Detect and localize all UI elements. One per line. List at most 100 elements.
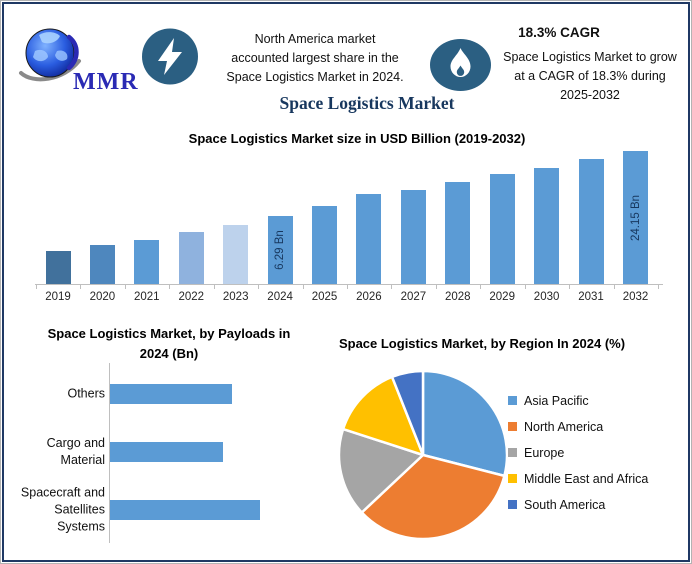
x-tick-label: 2023 <box>222 291 249 303</box>
annual-bar-plot: 2019 2020 2021 2022 2023 2024 6.29 Bn 2025 2026 2… <box>35 127 677 317</box>
x-axis-tick <box>613 285 615 289</box>
payload-category-label: Cargo and Material <box>19 435 105 469</box>
annual-bar <box>400 190 426 284</box>
x-tick-label: 2026 <box>356 291 382 303</box>
payload-category-line: Systems <box>57 519 105 534</box>
highlight-note-left: North America market accounted largest s… <box>199 30 431 87</box>
legend-label: Europe <box>524 445 565 460</box>
region-chart-title: Space Logistics Market, by Region In 202… <box>338 336 626 351</box>
payload-category-line: Cargo and <box>46 436 105 450</box>
legend-item: North America <box>508 418 648 435</box>
payload-category-line: Others <box>67 386 105 401</box>
payloads-chart-title: Space Logistics Market, by Payloads in 2… <box>47 326 291 361</box>
annual-bar <box>178 232 204 284</box>
payloads-chart: Space Logistics Market, by Payloads in 2… <box>19 319 324 551</box>
x-tick-label: 2029 <box>489 291 515 303</box>
legend-swatch <box>508 448 517 457</box>
pie-slice-europe <box>337 427 425 514</box>
flame-badge <box>430 39 491 91</box>
x-axis-tick <box>391 285 393 289</box>
region-legend: Asia Pacific North America Europe Middle Ea… <box>508 392 648 522</box>
x-axis-tick <box>124 285 126 289</box>
region-chart: Space Logistics Market, by Region In 202… <box>331 326 689 561</box>
note-left-line2: accounted largest share in the <box>231 51 399 65</box>
annual-bar <box>89 245 115 284</box>
x-tick-label: 2025 <box>311 291 338 303</box>
note-right-line2: at a CAGR of 18.3% during <box>514 69 666 83</box>
annual-bar <box>489 174 515 284</box>
x-tick-label: 2020 <box>89 291 116 303</box>
lightning-bolt-icon <box>142 28 198 85</box>
legend-item: Europe <box>508 444 648 461</box>
legend-swatch <box>508 500 517 509</box>
x-axis-tick <box>258 285 260 289</box>
globe-icon <box>19 28 81 82</box>
annual-chart-title: Space Logistics Market size in USD Billi… <box>188 131 526 146</box>
pie-slice-middle-east-and-africa <box>341 375 425 457</box>
x-axis-tick <box>213 285 215 289</box>
lightning-badge <box>142 28 198 85</box>
legend-swatch <box>508 422 517 431</box>
note-right-line3: 2025-2032 <box>560 88 620 102</box>
legend-swatch <box>508 396 517 405</box>
flame-icon <box>430 39 491 91</box>
x-axis-tick <box>435 285 437 289</box>
x-tick-label: 2022 <box>178 291 205 303</box>
bar-value-label: 6.29 Bn <box>274 230 287 270</box>
legend-item: South America <box>508 496 648 513</box>
annual-bar <box>267 216 293 284</box>
x-tick-label: 2024 <box>267 291 293 303</box>
cagr-headline: 18.3% CAGR <box>518 25 600 40</box>
pie-slice-south-america <box>390 369 425 457</box>
x-tick-label: 2028 <box>445 291 471 303</box>
annual-bar <box>134 240 160 284</box>
legend-label: South America <box>524 497 606 512</box>
payload-category-line: Satellites <box>54 502 105 517</box>
x-axis-tick <box>302 285 304 289</box>
payload-category-line: Spacecraft and <box>20 485 105 500</box>
payload-category-label: Spacecraft and Satellites Systems <box>19 485 105 536</box>
payload-category-label: Others <box>19 386 105 403</box>
x-axis-tick <box>346 285 348 289</box>
x-tick-label: 2019 <box>45 291 71 303</box>
x-axis-tick <box>657 285 659 289</box>
annual-market-size-chart: Space Logistics Market size in USD Billi… <box>35 127 677 317</box>
x-axis-tick <box>569 285 570 289</box>
annual-bar <box>578 159 604 284</box>
annual-bar <box>223 225 249 284</box>
x-tick-label: 2021 <box>134 291 160 303</box>
annual-bar <box>534 168 560 284</box>
page-title: Space Logistics Market <box>279 93 455 113</box>
payloads-bar-plot: Others Cargo and Material Spacecraft and Sat… <box>19 319 324 551</box>
legend-item: Asia Pacific <box>508 392 648 409</box>
legend-label: North America <box>524 419 604 434</box>
legend-item: Middle East and Africa <box>508 470 648 487</box>
annual-bar <box>356 194 382 284</box>
annual-bar <box>445 182 471 284</box>
legend-label: Middle East and Africa <box>524 471 649 486</box>
payload-bar <box>110 500 260 520</box>
x-tick-label: 2031 <box>578 291 604 303</box>
payloads-y-axis-line <box>109 363 110 543</box>
payload-bar <box>110 384 232 404</box>
note-right-line1: Space Logistics Market to grow <box>503 50 677 64</box>
x-axis-tick <box>480 285 482 289</box>
legend-swatch <box>508 474 517 483</box>
x-axis-tick <box>169 285 171 289</box>
payload-category-line: Material <box>60 453 105 467</box>
x-axis-tick <box>36 285 37 289</box>
pie-slice-asia-pacific <box>421 369 509 478</box>
region-pie <box>337 369 509 541</box>
x-axis-tick <box>524 285 526 289</box>
highlight-note-right: Space Logistics Market to grow at a CAGR… <box>491 48 689 105</box>
x-tick-label: 2030 <box>533 291 560 303</box>
bar-value-label: 24.15 Bn <box>629 194 642 241</box>
x-tick-label: 2032 <box>622 291 649 303</box>
annual-bar <box>623 151 648 284</box>
x-tick-label: 2027 <box>400 291 427 303</box>
legend-label: Asia Pacific <box>524 393 589 408</box>
mmr-logo: MMR <box>17 21 147 95</box>
x-axis-line <box>35 284 663 285</box>
note-left-line1: North America market <box>254 32 376 46</box>
annual-bar <box>45 251 71 284</box>
